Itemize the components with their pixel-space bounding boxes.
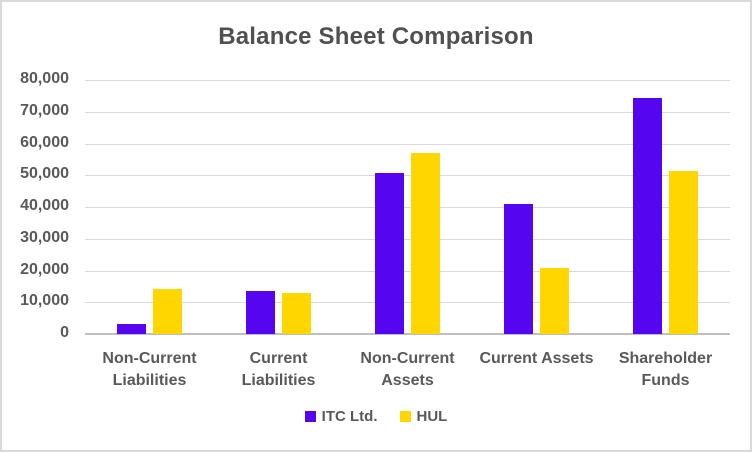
gridline-10000 — [85, 302, 730, 304]
gridline-60000 — [85, 143, 730, 145]
y-tick-label-30000: 30,000 — [20, 228, 69, 246]
gridline-30000 — [85, 238, 730, 240]
bar-hul-current-liabilities — [282, 293, 311, 334]
legend-swatch-itc-ltd — [304, 411, 316, 422]
legend: ITC Ltd. HUL — [2, 408, 750, 425]
x-category-label-current-liabilities: Current Liabilities — [241, 350, 316, 389]
y-tick-label-40000: 40,000 — [20, 197, 69, 214]
y-tick-label-50000: 50,000 — [20, 165, 69, 183]
gridline-70000 — [85, 111, 730, 113]
x-axis-labels: Non-Current Liabilities Current Liabiliti… — [85, 348, 730, 402]
legend-item-itc-ltd: ITC Ltd. — [304, 408, 378, 425]
bar-itc-ltd-non-current-liabilities — [117, 323, 146, 334]
legend-swatch-hul — [399, 411, 411, 422]
x-category-label-shareholder-funds: Shareholder Funds — [618, 350, 713, 389]
bar-hul-non-current-assets — [411, 153, 440, 334]
gridline-40000 — [85, 207, 730, 208]
bar-hul-current-assets — [540, 267, 569, 334]
gridline-20000 — [85, 270, 730, 272]
bar-itc-ltd-current-liabilities — [246, 290, 275, 334]
x-axis-line — [85, 333, 730, 335]
y-tick-label-10000: 10,000 — [20, 292, 69, 310]
bar-hul-non-current-liabilities — [153, 288, 182, 334]
legend-label-itc-ltd: ITC Ltd. — [321, 408, 378, 425]
y-tick-label-80000: 80,000 — [20, 70, 69, 87]
legend-item-hul: HUL — [399, 408, 448, 425]
bar-itc-ltd-non-current-assets — [375, 172, 404, 334]
bar-itc-ltd-current-assets — [504, 203, 533, 334]
x-category-label-non-current-assets: Non-Current Assets — [360, 350, 455, 389]
y-tick-label-0: 0 — [60, 324, 69, 341]
plot-area — [85, 80, 730, 335]
legend-label-hul: HUL — [416, 408, 448, 425]
gridline-80000 — [85, 80, 730, 81]
y-tick-label-70000: 70,000 — [20, 101, 69, 119]
chart-title: Balance Sheet Comparison — [218, 23, 534, 50]
bar-itc-ltd-shareholder-funds — [633, 98, 662, 334]
y-tick-label-60000: 60,000 — [20, 133, 69, 151]
gridline-50000 — [85, 175, 730, 177]
y-tick-label-20000: 20,000 — [20, 260, 69, 278]
x-category-label-non-current-liabilities: Non-Current Liabilities — [102, 350, 197, 389]
bar-hul-shareholder-funds — [669, 170, 698, 334]
x-category-label-current-assets: Current Assets — [479, 350, 594, 367]
